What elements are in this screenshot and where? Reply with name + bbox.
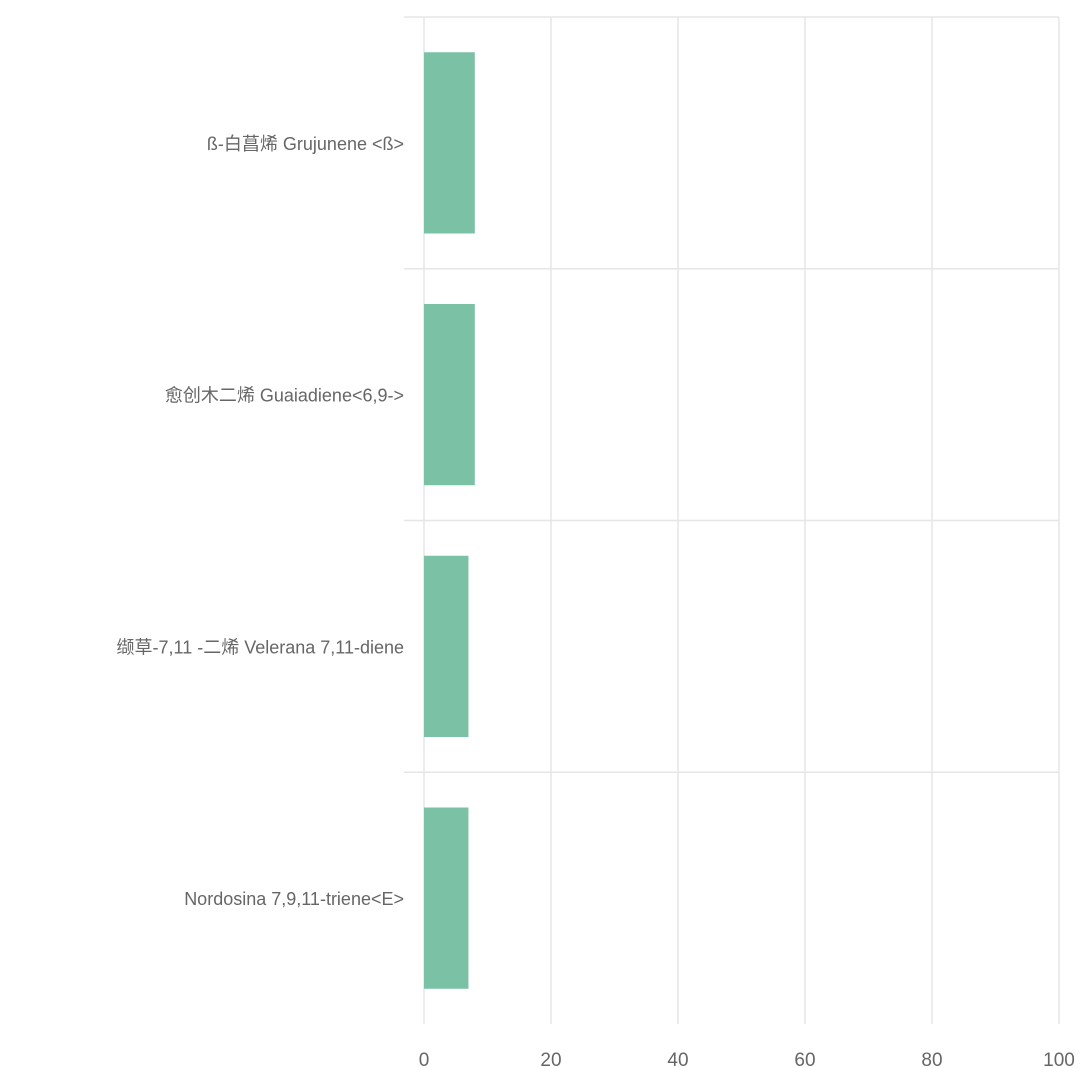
category-label: ß-白菖烯 Grujunene <ß>	[207, 134, 404, 154]
x-axis-ticks: 0 20 40 60 80 100	[419, 1050, 1075, 1068]
x-tick-label: 40	[667, 1050, 688, 1068]
bar	[424, 303, 475, 486]
x-tick-label: 80	[921, 1050, 942, 1068]
category-label: 愈创木二烯 Guaiadiene<6,9->	[165, 386, 404, 406]
bar	[424, 807, 469, 989]
x-tick-label: 0	[419, 1050, 430, 1068]
bars-layer	[424, 52, 475, 989]
x-tick-label: 20	[540, 1050, 561, 1068]
bar	[424, 555, 469, 738]
category-label: 缬草-7,11 -二烯 Velerana 7,11-diene	[117, 637, 404, 657]
x-tick-label: 100	[1043, 1050, 1075, 1068]
bar	[424, 52, 475, 234]
category-labels: ß-白菖烯 Grujunene <ß> 愈创木二烯 Guaiadiene<6,9-…	[117, 134, 404, 909]
grid-layer	[404, 16, 1060, 1024]
category-label: Nordosina 7,9,11-triene<E>	[184, 889, 404, 909]
x-tick-label: 60	[794, 1050, 815, 1068]
